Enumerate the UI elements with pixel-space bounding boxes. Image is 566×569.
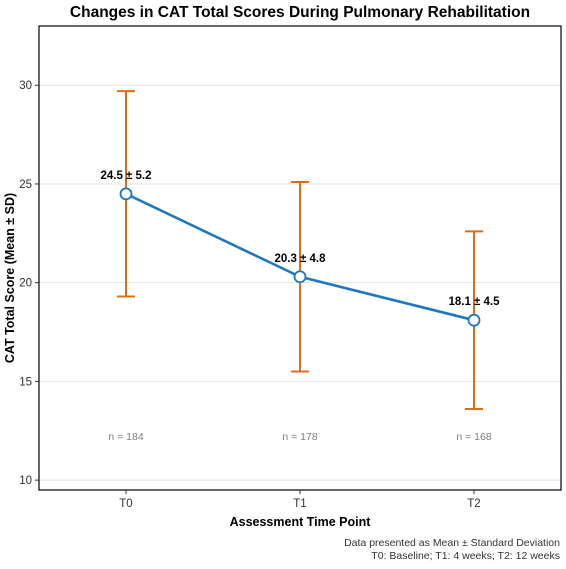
y-axis-ticks: 10 15 20 25 30: [19, 80, 39, 487]
x-axis-ticks: T0 T1 T2: [119, 490, 481, 510]
sample-size-label: n = 168: [456, 431, 491, 443]
error-bars: [117, 90, 483, 411]
y-tick-label: 30: [19, 80, 32, 92]
data-point: [467, 313, 481, 327]
chart-title: Changes in CAT Total Scores During Pulmo…: [70, 4, 530, 21]
caption-line-1: Data presented as Mean ± Standard Deviat…: [344, 537, 560, 549]
data-point: [119, 187, 133, 201]
data-point: [293, 270, 307, 284]
sample-size-label: n = 184: [108, 431, 143, 443]
data-points: [119, 187, 481, 327]
data-label: 18.1 ± 4.5: [448, 296, 500, 308]
x-tick-label: T1: [293, 498, 306, 510]
data-label: 20.3 ± 4.8: [274, 253, 326, 265]
x-axis-title: Assessment Time Point: [230, 515, 372, 529]
y-tick-label: 15: [19, 376, 32, 388]
y-axis-title: CAT Total Score (Mean ± SD): [3, 193, 17, 363]
x-tick-label: T2: [467, 498, 480, 510]
data-label: 24.5 ± 5.2: [100, 170, 151, 182]
y-tick-label: 25: [19, 179, 32, 191]
data-labels: 24.5 ± 5.2 20.3 ± 4.8 18.1 ± 4.5: [100, 170, 500, 308]
y-tick-label: 10: [19, 475, 32, 487]
x-tick-label: T0: [119, 498, 132, 510]
sample-size-labels: n = 184 n = 178 n = 168: [108, 431, 491, 443]
y-tick-label: 20: [19, 278, 32, 290]
sample-size-label: n = 178: [282, 431, 317, 443]
caption-line-2: T0: Baseline; T1: 4 weeks; T2: 12 weeks: [371, 550, 560, 562]
